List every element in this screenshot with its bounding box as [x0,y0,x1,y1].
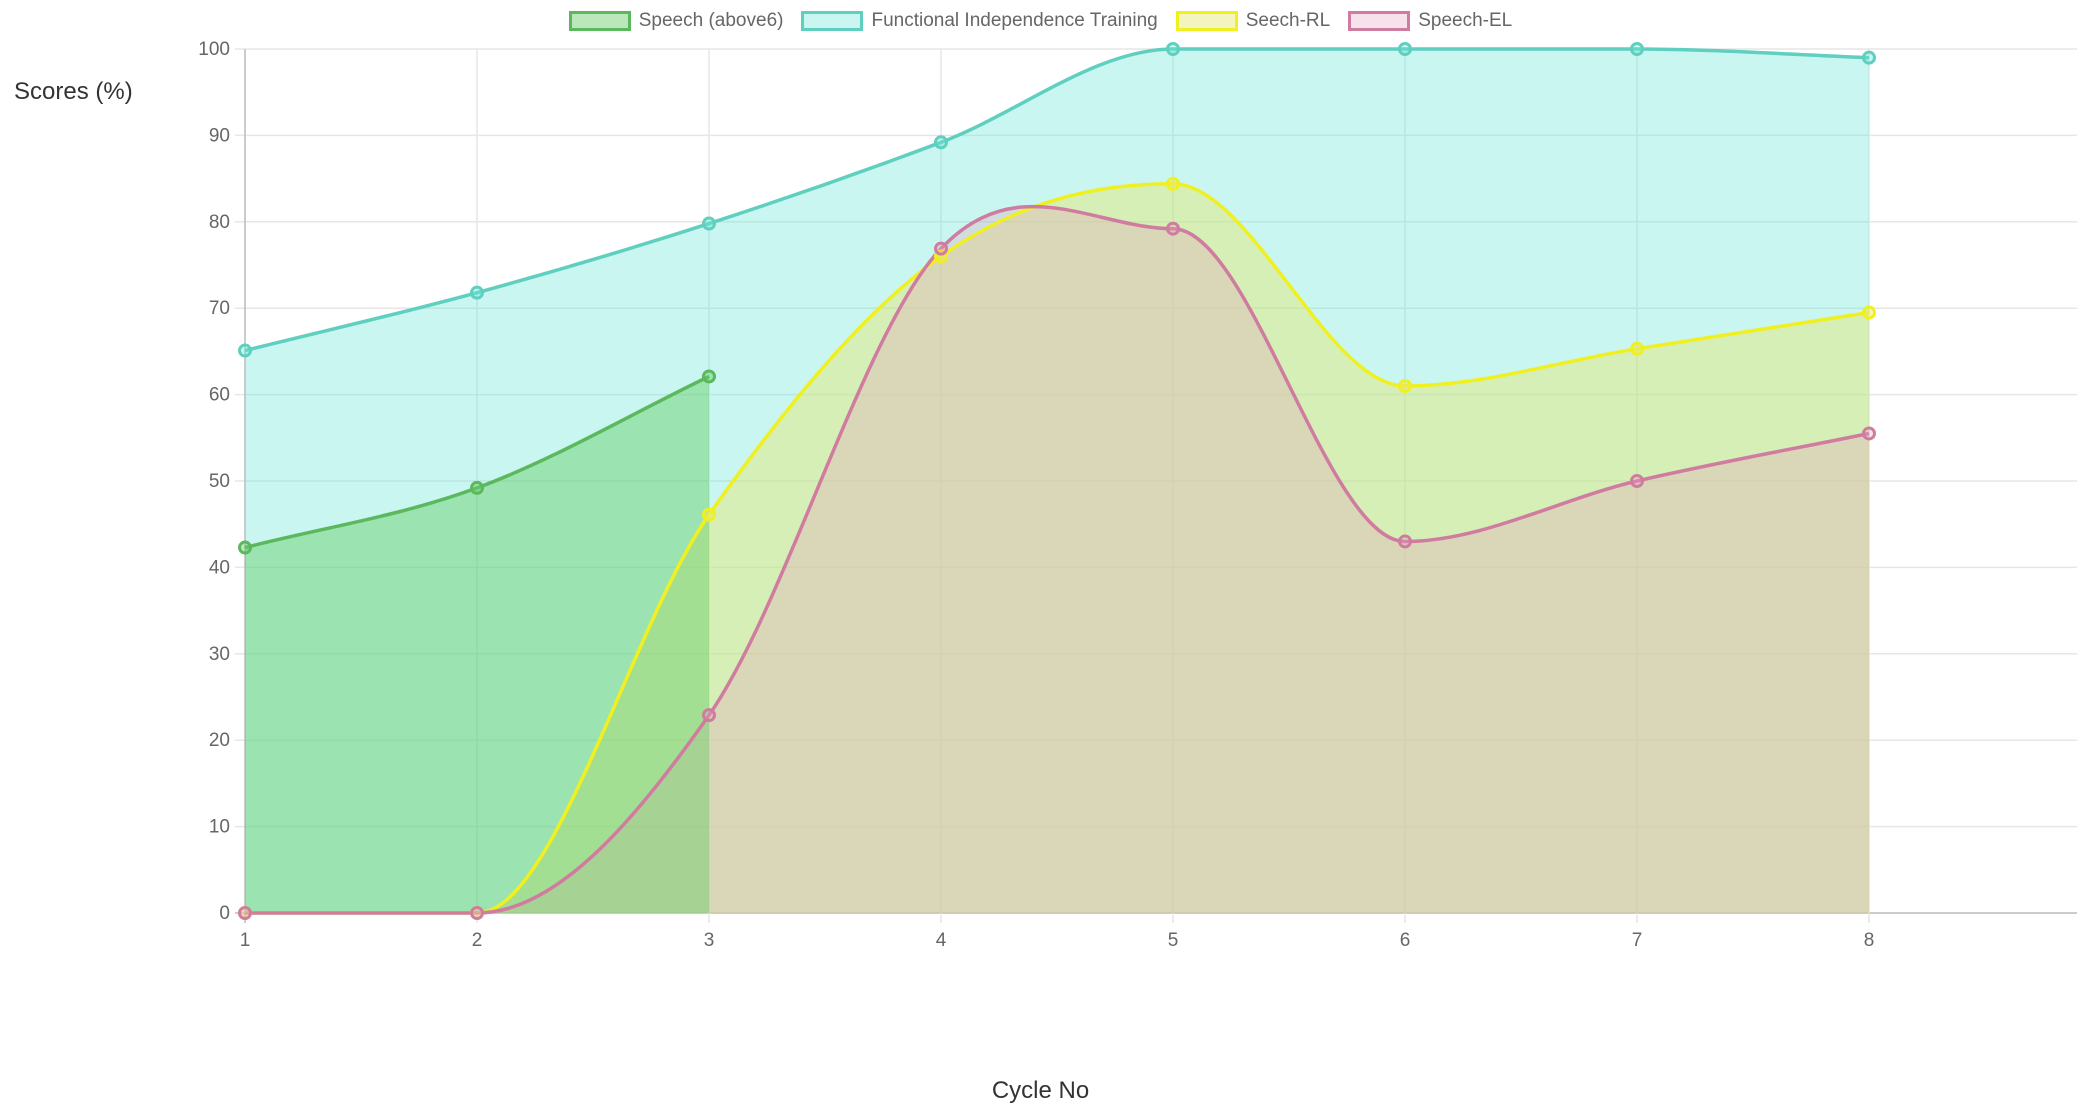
data-point-speech-el [934,241,948,256]
area-fill-seech-rl [245,183,1869,913]
y-tick-label: 90 [209,125,230,146]
legend-swatch-functional-independence-training [801,11,864,31]
data-point-seech-rl [1398,378,1412,393]
legend-swatch-speech-above6 [568,11,631,31]
legend-label: Seech-RL [1245,10,1331,31]
area-fill-functional-independence-training [245,49,1869,913]
data-point-functional-independence-training [1630,42,1644,56]
legend-swatch-seech-rl [1175,11,1238,31]
series-line-speech-above6 [244,374,710,550]
data-point-speech-el [238,906,252,920]
area-fill-speech-above6 [245,376,709,913]
data-point-speech-el [470,906,484,920]
data-point-functional-independence-training [470,285,484,300]
legend-label: Functional Independence Training [871,10,1158,31]
y-tick-label: 30 [209,644,230,665]
x-tick-label: 3 [704,930,715,951]
data-point-speech-el [1630,474,1644,488]
gridlines [235,48,2077,923]
data-point-functional-independence-training [1166,42,1180,56]
y-axis-label: Scores (%) [14,78,133,105]
legend: Speech (above6) Functional Independence … [0,10,2081,32]
data-point-speech-above6 [238,540,252,555]
x-tick-label: 4 [936,930,947,951]
area-fill-speech-el [245,206,1869,914]
x-tick-label: 8 [1864,930,1875,951]
legend-item-seech-rl[interactable]: Seech-RL [1175,10,1331,32]
y-tick-label: 10 [209,817,230,838]
y-tick-label: 40 [209,557,230,578]
data-point-speech-above6 [470,480,484,495]
data-point-speech-el [1398,534,1412,549]
legend-swatch-speech-el [1348,11,1411,31]
legend-item-functional-independence-training[interactable]: Functional Independence Training [801,10,1158,32]
y-tick-label: 0 [219,903,230,924]
y-tick-label: 60 [209,385,230,406]
data-point-functional-independence-training [702,216,716,231]
x-tick-label: 7 [1632,930,1643,951]
legend-item-speech-above6[interactable]: Speech (above6) [568,10,784,32]
legend-label: Speech (above6) [638,10,784,31]
x-axis-label: Cycle No [991,1077,1090,1104]
data-point-functional-independence-training [1398,42,1412,56]
y-tick-label: 50 [209,471,230,492]
y-tick-label: 20 [209,730,230,751]
data-point-seech-rl [1166,176,1180,191]
legend-label: Speech-EL [1418,10,1513,31]
data-point-seech-rl [1862,305,1876,320]
x-tick-label: 2 [472,930,483,951]
data-point-speech-el [1862,426,1876,441]
data-point-functional-independence-training [238,343,252,358]
data-point-speech-el [1166,221,1180,236]
series-line-speech-el [245,204,1870,915]
x-tick-label: 6 [1400,930,1411,951]
series-line-functional-independence-training [244,47,1870,353]
data-point-speech-above6 [702,369,716,384]
series-line-seech-rl [245,182,1870,915]
x-tick-label: 1 [240,930,251,951]
data-point-functional-independence-training [1862,50,1876,65]
y-tick-label: 80 [209,212,230,233]
x-tick-label: 5 [1168,930,1179,951]
data-point-seech-rl [1630,341,1644,356]
data-point-seech-rl [702,507,716,522]
data-point-speech-el [702,708,716,723]
data-point-functional-independence-training [934,135,948,150]
y-tick-label: 100 [198,39,230,60]
y-tick-label: 70 [209,298,230,319]
legend-item-speech-el[interactable]: Speech-EL [1348,10,1512,32]
